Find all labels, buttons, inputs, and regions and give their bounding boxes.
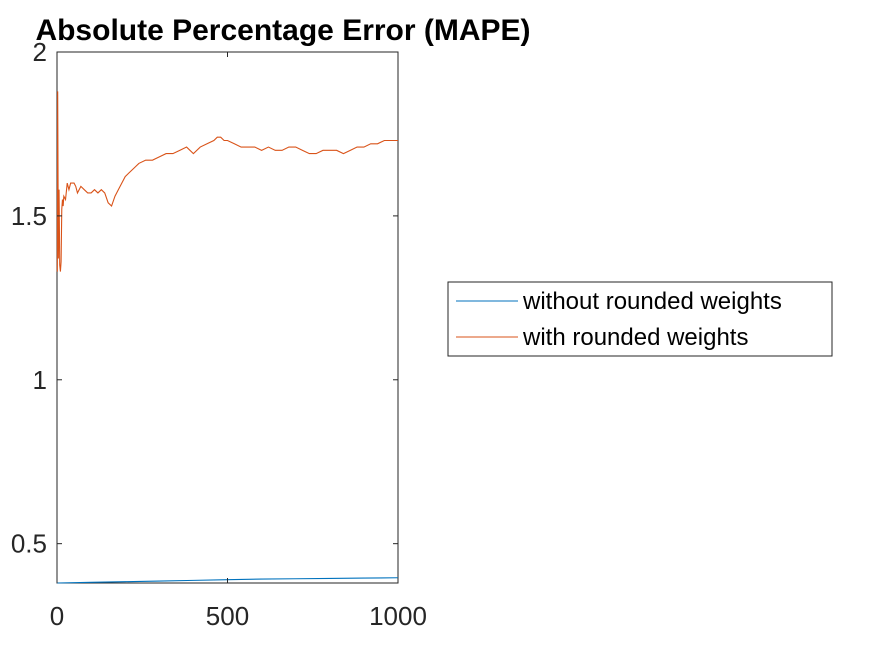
- y-tick-label: 1: [33, 365, 47, 395]
- y-tick-label: 1.5: [11, 201, 47, 231]
- plot-area: 0 500 1000 0.5 1 1.5 2: [11, 37, 427, 631]
- legend-label-2: with rounded weights: [522, 324, 748, 351]
- x-tick-label: 500: [206, 601, 249, 631]
- series-line-2: [56, 91, 398, 272]
- legend-label-1: without rounded weights: [522, 288, 782, 315]
- y-tick-label: 0.5: [11, 529, 47, 559]
- legend-box: [447, 281, 833, 357]
- axes-box: [56, 51, 399, 584]
- chart-title: Absolute Percentage Error (MAPE): [35, 14, 530, 47]
- y-tick-label: 2: [33, 37, 47, 67]
- x-tick-label: 1000: [369, 601, 427, 631]
- legend: without rounded weights with rounded weig…: [447, 281, 833, 357]
- x-tick-label: 0: [50, 601, 64, 631]
